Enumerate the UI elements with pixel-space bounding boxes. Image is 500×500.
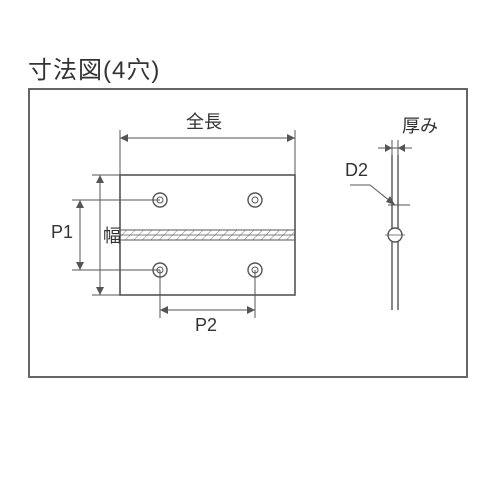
- front-view: [120, 175, 295, 295]
- label-overall-length: 全長: [186, 108, 222, 134]
- dim-p2: [160, 270, 255, 318]
- label-d2: D2: [345, 160, 368, 181]
- label-p2: P2: [195, 315, 217, 336]
- side-view: [385, 155, 410, 310]
- label-width: 幅: [103, 222, 121, 248]
- dim-overall-length: [120, 130, 295, 175]
- dim-d2: [350, 185, 395, 205]
- label-thickness: 厚み: [402, 112, 438, 138]
- label-p1: P1: [51, 222, 73, 243]
- page: 寸法図(4穴): [0, 0, 500, 500]
- dimension-drawing: [0, 0, 500, 500]
- dim-thickness: [378, 140, 412, 155]
